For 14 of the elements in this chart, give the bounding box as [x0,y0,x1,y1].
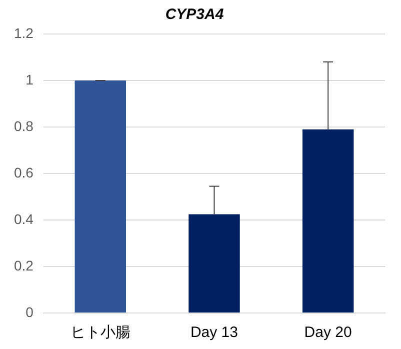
bar [74,80,126,312]
chart-title: CYP3A4 [165,6,224,24]
y-tick-label: 0 [26,304,34,320]
x-tick-label: ヒト小腸 [70,324,130,342]
x-tick-label: Day 20 [304,324,352,342]
y-tick-label: 1 [26,71,34,88]
y-tick-label: 0.4 [14,210,34,227]
y-tick-label: 0.8 [14,118,34,134]
y-tick-label: 0.2 [14,257,34,274]
x-tick-label: Day 13 [190,324,238,342]
y-tick-label: 1.2 [14,24,34,41]
bar [188,214,240,312]
y-tick-label: 0.6 [14,164,34,180]
bar [302,129,354,312]
